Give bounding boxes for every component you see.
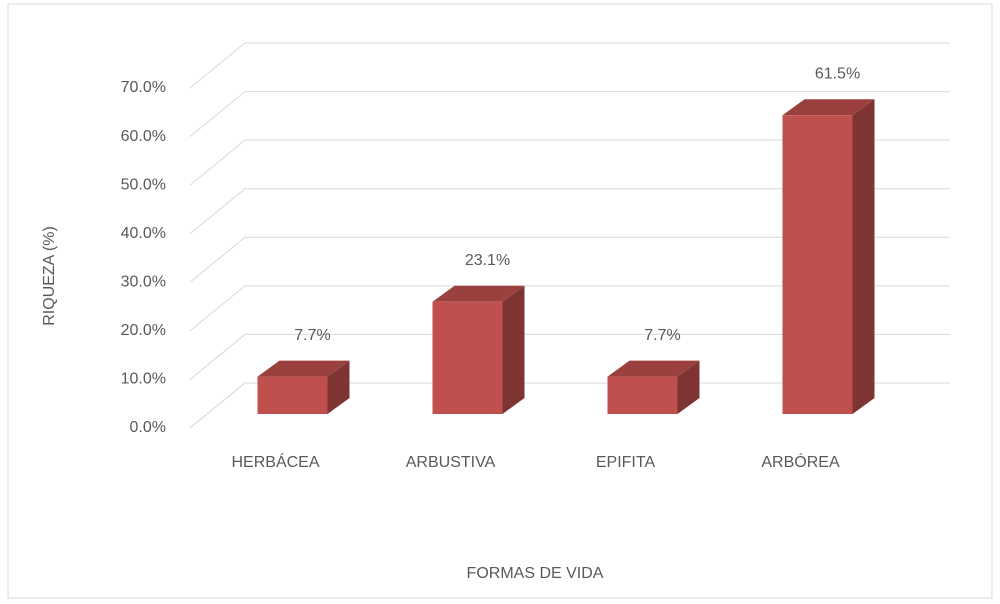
y-tick-label: 40.0% [121, 225, 166, 242]
y-tick-label: 10.0% [121, 371, 166, 388]
grid-line [189, 42, 950, 89]
bar [607, 376, 678, 414]
x-tick-label: HERBÁCEA [231, 452, 319, 471]
grid-line [189, 91, 950, 137]
data-label: 7.7% [294, 327, 330, 344]
grid-line [189, 236, 950, 283]
data-label: 23.1% [465, 252, 510, 269]
grid-line [189, 139, 950, 186]
bar-top [782, 99, 875, 116]
grid-line [189, 285, 950, 332]
floor [189, 382, 950, 429]
bar-top [257, 360, 350, 377]
bar [257, 376, 328, 414]
x-axis-label: FORMAS DE VIDA [467, 565, 604, 582]
x-tick-label: ARBUSTIVA [406, 454, 496, 471]
y-tick-label: 30.0% [121, 274, 166, 291]
grid-line [189, 188, 950, 235]
y-axis-label: RIQUEZA (%) [41, 226, 58, 326]
x-tick-label: EPIFITA [596, 454, 656, 471]
y-tick-label: 70.0% [121, 79, 166, 96]
y-tick-label: 50.0% [121, 176, 166, 193]
y-tick-label: 20.0% [121, 322, 166, 339]
y-tick-label: 60.0% [121, 128, 166, 145]
bar-top [432, 285, 525, 302]
y-tick-label: 0.0% [130, 419, 166, 436]
data-label: 7.7% [644, 327, 680, 344]
data-label: 61.5% [815, 66, 860, 83]
bar-top [607, 360, 700, 377]
bar [782, 115, 853, 415]
grid-line [189, 333, 950, 380]
bar-side [677, 360, 700, 414]
bar-side [502, 285, 525, 414]
bar [432, 301, 503, 414]
x-tick-label: ARBÓREA [761, 452, 840, 471]
bar-side [327, 360, 350, 414]
bar-side [852, 99, 875, 415]
